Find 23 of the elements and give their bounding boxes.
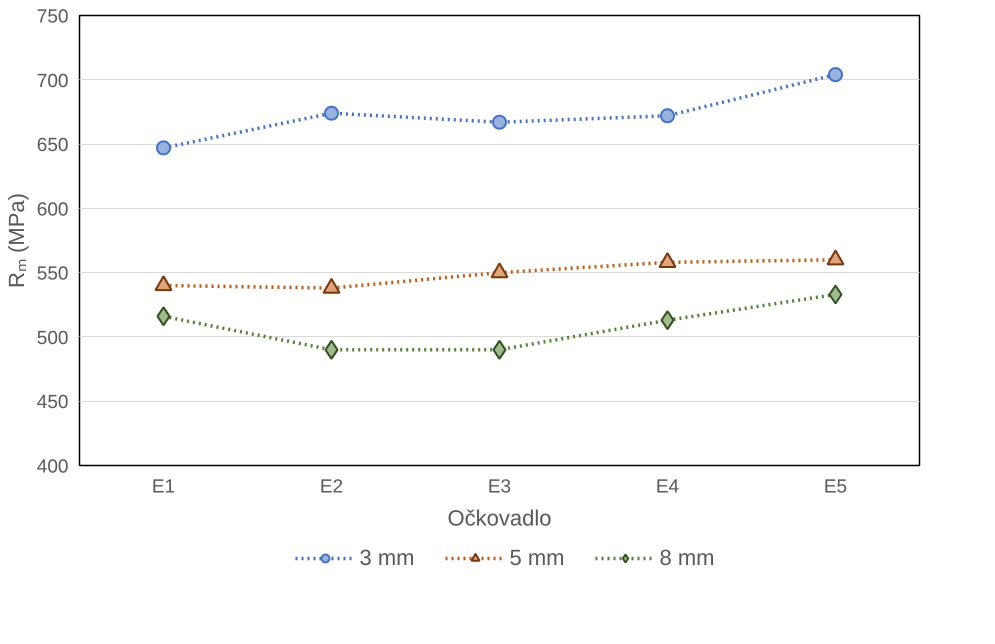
point <box>324 106 339 121</box>
point <box>660 108 675 124</box>
x-tick-label: E4 <box>656 476 680 498</box>
y-tick-label: 500 <box>36 328 68 349</box>
y-tick-label: 450 <box>36 392 68 414</box>
x-tick-label: E3 <box>488 476 512 498</box>
legend-label: 5 mm <box>510 545 564 571</box>
legend-label: 3 mm <box>360 545 414 571</box>
legend-label: 8 mm <box>660 545 714 571</box>
x-axis-title: Očkovadlo <box>448 506 552 530</box>
x-tick-label: E1 <box>152 476 176 498</box>
point <box>492 114 507 130</box>
point <box>156 140 171 156</box>
y-tick-label: 650 <box>36 135 68 156</box>
y-tick-label: 400 <box>36 456 68 478</box>
y-axis-title: Rₘ (MPa) <box>4 193 29 288</box>
x-tick-label: E5 <box>824 476 848 498</box>
y-tick-label: 700 <box>36 70 68 92</box>
point <box>828 67 843 82</box>
x-tick-label: E2 <box>320 476 344 498</box>
y-tick-label: 750 <box>36 6 68 28</box>
y-tick-label: 600 <box>36 199 68 220</box>
y-tick-label: 550 <box>36 264 68 285</box>
